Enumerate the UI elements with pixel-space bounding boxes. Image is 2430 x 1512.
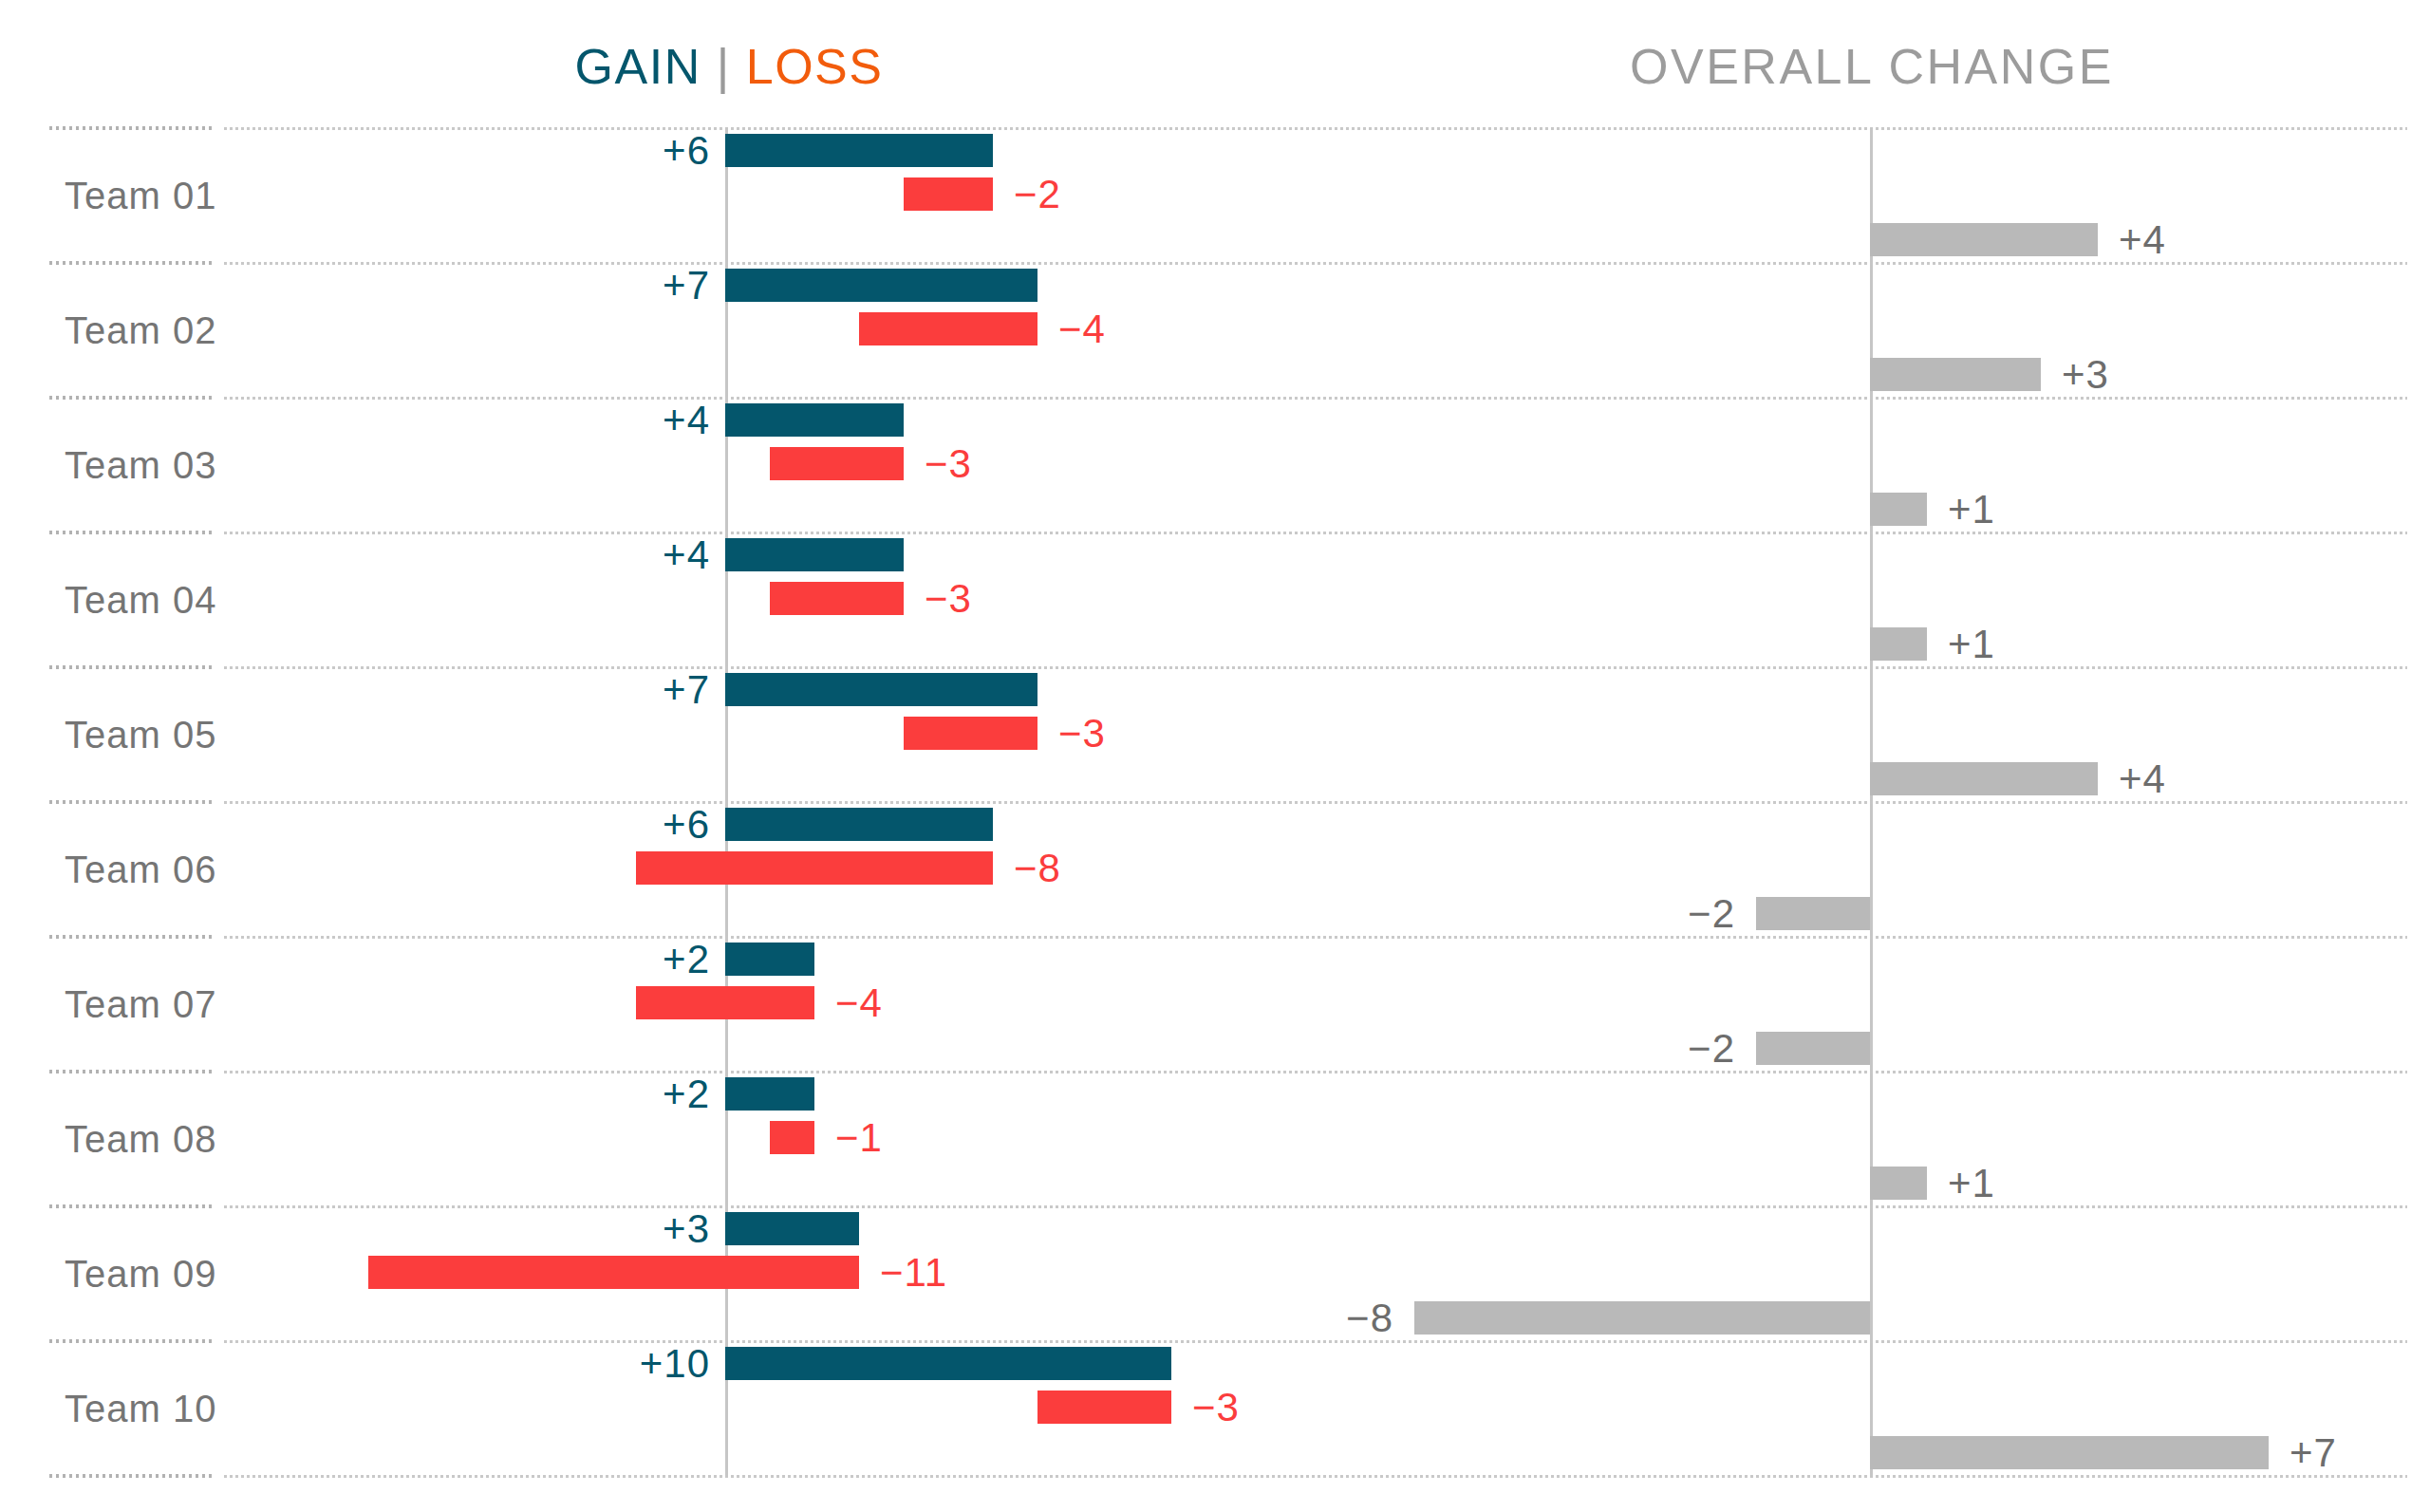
gain-bar (725, 808, 993, 841)
team-name-label: Team 06 (65, 802, 216, 937)
overall-change-bar (1870, 1436, 2269, 1469)
loss-bar (904, 717, 1037, 750)
gain-value-label: +6 (663, 134, 710, 167)
overall-change-bar (1870, 627, 1927, 661)
overall-value-label: +1 (1948, 1167, 1995, 1200)
overall-change-bar (1870, 1167, 1927, 1200)
team-row: Team 08 +2 −1 +1 (0, 1072, 2430, 1206)
overall-value-label: −8 (1346, 1301, 1393, 1335)
loss-bar (636, 986, 814, 1019)
gain-bar (725, 673, 1037, 706)
team-name-label: Team 10 (65, 1341, 216, 1476)
overall-change-bar (1870, 762, 2098, 795)
loss-value-label: −4 (1058, 312, 1106, 345)
gain-loss-title: GAIN | LOSS (575, 36, 884, 97)
team-name-label: Team 08 (65, 1072, 216, 1206)
team-name-label: Team 02 (65, 263, 216, 398)
team-row: Team 06 +6 −8 −2 (0, 802, 2430, 937)
loss-value-label: −2 (1014, 177, 1061, 211)
overall-value-label: +4 (2119, 762, 2166, 795)
gain-value-label: +4 (663, 538, 710, 571)
loss-bar (636, 851, 993, 885)
loss-bar (859, 312, 1037, 345)
gain-bar (725, 403, 904, 437)
overall-change-bar (1870, 223, 2098, 256)
gain-value-label: +3 (663, 1212, 710, 1245)
loss-value-label: −3 (925, 582, 972, 615)
overall-value-label: +7 (2290, 1436, 2337, 1469)
loss-value-label: −11 (880, 1256, 947, 1289)
team-name-label: Team 09 (65, 1206, 216, 1341)
team-row: Team 04 +4 −3 +1 (0, 532, 2430, 667)
overall-change-bar (1870, 493, 1927, 526)
gain-value-label: +2 (663, 943, 710, 976)
loss-bar (770, 582, 904, 615)
overall-change-bar (1756, 1032, 1870, 1065)
gain-bar (725, 1077, 814, 1111)
overall-value-label: +3 (2062, 358, 2109, 391)
loss-bar (368, 1256, 859, 1289)
overall-value-label: +1 (1948, 493, 1995, 526)
gain-value-label: +4 (663, 403, 710, 437)
loss-title-text: LOSS (746, 39, 884, 94)
team-name-label: Team 07 (65, 937, 216, 1072)
loss-value-label: −8 (1014, 851, 1061, 885)
gain-bar (725, 1347, 1171, 1380)
loss-bar (904, 177, 993, 211)
team-name-label: Team 03 (65, 398, 216, 532)
overall-change-bar (1414, 1301, 1870, 1335)
overall-change-bar (1756, 897, 1870, 930)
loss-value-label: −3 (1192, 1391, 1240, 1424)
waterfall-chart: GAIN | LOSS OVERALL CHANGE Team 01 +6 −2 +… (0, 0, 2430, 1512)
title-separator-bar: | (717, 39, 731, 94)
team-row: Team 03 +4 −3 +1 (0, 398, 2430, 532)
gain-bar (725, 134, 993, 167)
gain-bar (725, 538, 904, 571)
loss-bar (1037, 1391, 1171, 1424)
team-row: Team 07 +2 −4 −2 (0, 937, 2430, 1072)
loss-bar (770, 447, 904, 480)
loss-bar (770, 1121, 814, 1154)
team-row: Team 02 +7 −4 +3 (0, 263, 2430, 398)
gain-bar (725, 269, 1037, 302)
team-row: Team 05 +7 −3 +4 (0, 667, 2430, 802)
overall-value-label: −2 (1688, 1032, 1735, 1065)
overall-change-bar (1870, 358, 2041, 391)
team-row: Team 10 +10 −3 +7 (0, 1341, 2430, 1476)
loss-value-label: −3 (1058, 717, 1106, 750)
loss-value-label: −3 (925, 447, 972, 480)
team-row: Team 01 +6 −2 +4 (0, 128, 2430, 263)
team-name-label: Team 01 (65, 128, 216, 263)
team-name-label: Team 04 (65, 532, 216, 667)
overall-value-label: −2 (1688, 897, 1735, 930)
overall-change-title: OVERALL CHANGE (1630, 36, 2114, 97)
gain-value-label: +6 (663, 808, 710, 841)
team-row: Team 09 +3 −11 −8 (0, 1206, 2430, 1341)
gain-value-label: +2 (663, 1077, 710, 1111)
gain-value-label: +10 (640, 1347, 710, 1380)
gain-bar (725, 943, 814, 976)
gain-bar (725, 1212, 859, 1245)
loss-value-label: −4 (835, 986, 883, 1019)
overall-value-label: +4 (2119, 223, 2166, 256)
team-name-label: Team 05 (65, 667, 216, 802)
gain-value-label: +7 (663, 269, 710, 302)
overall-value-label: +1 (1948, 627, 1995, 661)
gain-title-text: GAIN (575, 39, 701, 94)
gain-value-label: +7 (663, 673, 710, 706)
loss-value-label: −1 (835, 1121, 883, 1154)
